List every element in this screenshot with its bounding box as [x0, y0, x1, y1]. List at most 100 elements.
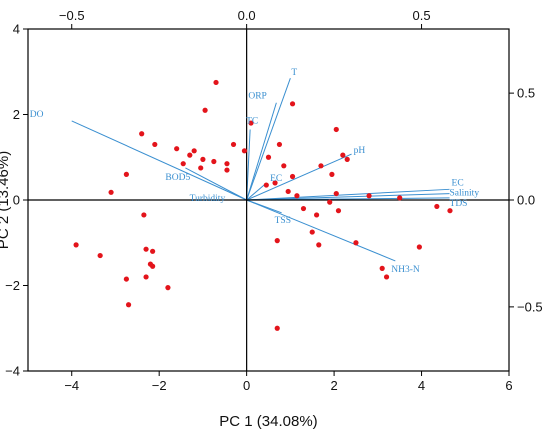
score-point — [309, 229, 315, 235]
score-point — [139, 131, 145, 137]
loading-label-tds: TDS — [450, 199, 468, 209]
loading-vector-ph — [246, 153, 352, 201]
loading-label-bod5: BOD5 — [165, 173, 190, 183]
y-tick-label: −4 — [5, 364, 20, 379]
score-point — [165, 285, 171, 291]
y-tick-label: 0 — [13, 193, 20, 208]
score-point — [123, 171, 129, 177]
score-point — [230, 141, 237, 148]
loading-label-turbidity: Turbidity — [190, 194, 226, 204]
score-point — [97, 252, 103, 259]
loading-label-tss: TSS — [275, 216, 291, 226]
score-point — [329, 171, 335, 177]
score-point — [340, 152, 346, 158]
score-point — [200, 156, 206, 162]
score-point — [289, 173, 296, 180]
score-point — [335, 208, 342, 214]
score-point — [333, 190, 339, 197]
score-point — [123, 276, 129, 282]
loading-label-salinity: Salinity — [450, 189, 480, 199]
score-point — [174, 146, 180, 152]
score-point — [344, 156, 350, 162]
score-point — [397, 195, 403, 201]
score-point — [285, 188, 291, 195]
score-point — [300, 205, 307, 212]
top-tick-label: 0.5 — [413, 8, 431, 23]
loading-vector-do — [71, 120, 247, 201]
score-point — [318, 163, 324, 169]
score-point — [143, 274, 149, 280]
score-point — [289, 101, 296, 107]
axis-ticks: −4 −2 0 2 4 6 −4 −2 0 2 4 −0.5 0.0 0.5 −0.5 0.0 0.5 — [5, 8, 543, 393]
score-point — [314, 212, 320, 218]
top-tick-label: 0.0 — [238, 8, 256, 23]
loading-vector-bod5 — [185, 167, 247, 201]
y-tick-label: 2 — [13, 107, 20, 122]
x-tick-label: 0 — [243, 378, 250, 393]
score-point — [198, 165, 204, 171]
zero-reference-lines — [28, 29, 509, 371]
right-tick-label: 0.5 — [517, 86, 535, 101]
x-tick-label: −4 — [64, 378, 79, 393]
score-point — [248, 120, 254, 126]
score-point — [274, 325, 280, 331]
y-axis-title: PC 2 (13.46%) — [0, 151, 12, 249]
score-point — [241, 148, 248, 154]
score-point — [353, 240, 359, 246]
score-point — [263, 182, 269, 188]
score-point — [202, 107, 208, 113]
loading-vectors — [71, 77, 450, 262]
score-point — [152, 141, 158, 148]
loading-label-ph: pH — [354, 146, 366, 156]
loading-vector-salinity — [246, 193, 450, 201]
score-point — [187, 152, 193, 158]
score-point — [150, 248, 156, 254]
loading-label-t: T — [291, 68, 297, 78]
score-point — [125, 302, 132, 308]
loading-label-orp: ORP — [248, 92, 266, 102]
score-point — [272, 180, 278, 186]
y-tick-label: 4 — [13, 22, 20, 37]
loading-label-ec: EC — [270, 174, 282, 184]
score-point — [276, 141, 283, 148]
x-axis-title: PC 1 (34.08%) — [219, 413, 317, 430]
loading-vector-nh3-n — [246, 199, 396, 262]
loading-vector-t — [246, 77, 291, 201]
score-point — [211, 158, 217, 165]
score-point — [108, 189, 114, 195]
loading-vector-ec — [246, 184, 265, 201]
score-point — [366, 193, 372, 199]
x-tick-label: 4 — [418, 378, 425, 393]
score-point — [327, 199, 333, 205]
score-point — [143, 246, 149, 252]
score-point — [416, 244, 422, 250]
score-point — [180, 161, 186, 167]
top-tick-label: −0.5 — [59, 8, 85, 23]
score-point — [73, 242, 79, 248]
score-point — [224, 167, 230, 173]
score-point — [274, 238, 280, 244]
score-point — [447, 208, 453, 214]
score-point — [281, 163, 287, 169]
x-tick-label: 6 — [505, 378, 512, 393]
score-point — [434, 203, 440, 210]
right-tick-label: 0.0 — [517, 193, 535, 208]
score-point — [294, 193, 300, 199]
score-point — [333, 126, 339, 133]
loading-label-do: DO — [30, 110, 44, 120]
right-tick-label: −0.5 — [517, 299, 543, 314]
score-point — [191, 148, 197, 154]
score-point — [316, 242, 322, 248]
loading-label-ec: EC — [452, 178, 464, 188]
x-tick-label: −2 — [152, 378, 167, 393]
y-tick-label: −2 — [5, 278, 20, 293]
score-point — [141, 212, 147, 218]
x-tick-label: 2 — [330, 378, 337, 393]
loading-vector-orp — [246, 102, 277, 201]
score-point — [150, 263, 156, 269]
score-points — [73, 79, 453, 331]
score-point — [379, 265, 385, 271]
score-point — [224, 161, 230, 167]
